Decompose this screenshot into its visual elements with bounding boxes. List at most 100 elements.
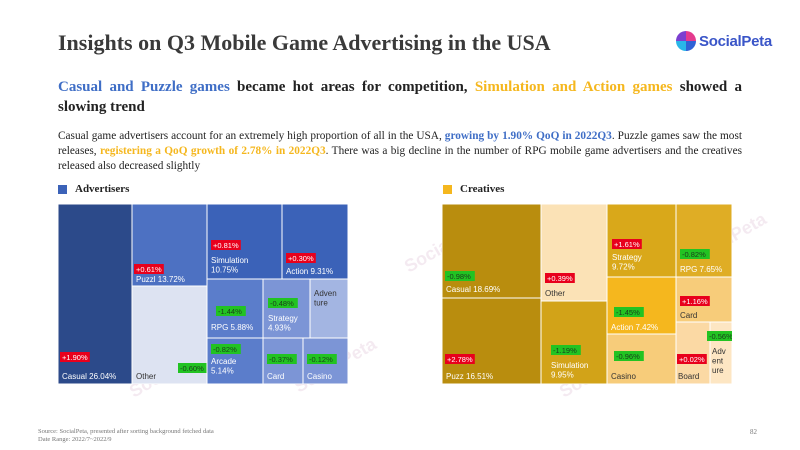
- summary-paragraph: Casual game advertisers account for an e…: [58, 129, 742, 174]
- cell-rect-action: [606, 276, 677, 335]
- cell-rect-board: [675, 321, 711, 384]
- cell-other: Other +0.39%: [540, 204, 608, 302]
- cell-label: Adven: [314, 289, 337, 298]
- cell-label: Action 7.42%: [611, 323, 658, 332]
- creatives-treemap-svg: Casual 18.69% -0.98% Puzz 16.51% +2.78% Othe…: [442, 204, 732, 384]
- change-badge: -1.45%: [616, 308, 640, 317]
- cell-label: Simulation: [211, 256, 248, 265]
- legend-creatives: Creatives: [443, 183, 504, 195]
- para-part4: registering a QoQ growth of 2.78% in 202…: [99, 145, 326, 157]
- cell-other: Other -0.60%: [131, 285, 208, 384]
- cell-label: Other: [136, 372, 156, 381]
- para-part3: . Puzzle games saw the most releases,: [58, 130, 742, 157]
- cell-label: Simulation: [551, 361, 588, 370]
- cell-rect-rpg: [675, 204, 732, 278]
- cell-rpg: RPG 5.88% -1.44%: [206, 278, 264, 339]
- cell-label: Casual 26.04%: [62, 372, 116, 381]
- change-badge: -0.60%: [180, 364, 204, 373]
- cell-label: 9.95%: [551, 371, 574, 380]
- para-part1: Casual game advertisers account for an e…: [58, 130, 445, 142]
- date-range: Date Range: 2022/7~2022/9: [38, 436, 112, 443]
- change-badge: -0.48%: [270, 299, 294, 308]
- legend-advertisers: Advertisers: [58, 183, 129, 195]
- headline-part1: Casual and Puzzle games: [58, 79, 230, 95]
- legend-swatch-orange: [443, 184, 452, 194]
- change-badge: -1.19%: [553, 346, 577, 355]
- cell-label: 9.72%: [612, 263, 635, 272]
- cell-casino: Casino -0.96%: [606, 333, 677, 384]
- change-badge-bg: [677, 354, 707, 364]
- cell-label: Strategy: [612, 253, 642, 262]
- cell-casual: Casual 26.04% +1.90%: [58, 204, 133, 384]
- page-title: Insights on Q3 Mobile Game Advertising i…: [58, 30, 551, 55]
- headline-part3: Simulation and Action games: [474, 79, 673, 95]
- cell-label: Casino: [307, 372, 332, 381]
- change-badge: +0.81%: [213, 241, 239, 250]
- cell-rect-casual: [442, 204, 542, 299]
- cell-label: Board: [678, 372, 699, 381]
- footer-source: Source: SocialPeta, presented after sort…: [38, 428, 214, 444]
- cell-label: Action 9.31%: [286, 267, 333, 276]
- cell-rect-adven-ture: [309, 278, 348, 339]
- change-badge-bg: [445, 354, 475, 364]
- cell-label: Card: [267, 372, 284, 381]
- legend-swatch-blue: [58, 184, 67, 194]
- change-badge: -0.56%: [709, 332, 732, 341]
- change-badge: -0.37%: [269, 355, 293, 364]
- cell-label: ure: [712, 366, 724, 375]
- change-badge-bg: [267, 354, 297, 364]
- change-badge-bg: [680, 296, 710, 306]
- change-badge-bg: [211, 344, 241, 354]
- legend-label-creatives: Creatives: [460, 183, 505, 195]
- cell-label: 4.93%: [268, 324, 291, 333]
- change-badge: -0.96%: [616, 352, 640, 361]
- cell-rpg: RPG 7.65% -0.82%: [675, 204, 732, 278]
- change-badge-bg: [216, 306, 246, 316]
- change-badge: +1.90%: [62, 353, 88, 362]
- cell-label: Strategy: [268, 314, 298, 323]
- change-badge: +1.61%: [614, 240, 640, 249]
- change-badge: +0.30%: [288, 254, 314, 263]
- cell-label: ent: [712, 357, 724, 366]
- cell-action: Action 9.31% +0.30%: [281, 204, 348, 280]
- socialpeta-logo-icon: [676, 31, 696, 51]
- change-badge-bg: [545, 273, 575, 283]
- logo-text: SocialPeta: [699, 32, 772, 50]
- cell-label: Casino: [611, 372, 636, 381]
- legend-label-advertisers: Advertisers: [75, 183, 130, 195]
- cell-label: 5.14%: [211, 367, 234, 376]
- para-part2: growing by 1.90% QoQ in 2022Q3: [444, 130, 612, 142]
- cell-card: Card +1.16%: [675, 276, 732, 323]
- cell-rect-other: [540, 204, 608, 302]
- cell-puzz: Puzz 16.51% +2.78%: [442, 297, 542, 384]
- cell-casino: Casino -0.12%: [302, 337, 348, 384]
- change-badge: -1.44%: [218, 307, 242, 316]
- advertisers-treemap: Casual 26.04% +1.90% Other -0.60% Puzzl 13.7…: [58, 204, 348, 384]
- change-badge-bg: [286, 253, 316, 263]
- headline: Casual and Puzzle games became hot areas…: [58, 77, 742, 117]
- change-badge-bg: [707, 331, 732, 341]
- cell-label: Casual 18.69%: [446, 285, 500, 294]
- source-note: Source: SocialPeta, presented after sort…: [38, 428, 214, 435]
- change-badge-bg: [445, 271, 475, 281]
- cell-puzzl: Puzzl 13.72%+0.61%: [131, 204, 208, 287]
- change-badge-bg: [178, 363, 208, 373]
- cell-label: Arcade: [211, 357, 237, 366]
- cell-label: Puzz 16.51%: [446, 372, 493, 381]
- change-badge-bg: [614, 351, 644, 361]
- change-badge-bg: [211, 240, 241, 250]
- cell-rect-simulation: [540, 300, 608, 384]
- change-badge-bg: [614, 307, 644, 317]
- cell-action: Action 7.42% -1.45%: [606, 276, 677, 335]
- change-badge: +0.39%: [547, 274, 573, 283]
- cell-label: ture: [314, 299, 328, 308]
- headline-part2: became hot areas for competition,: [229, 79, 475, 95]
- cell-label: 10.75%: [211, 266, 238, 275]
- change-badge-bg: [60, 352, 90, 362]
- change-badge: +1.16%: [682, 297, 708, 306]
